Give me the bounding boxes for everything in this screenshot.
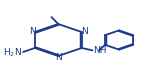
Text: H$_2$N: H$_2$N [3, 46, 22, 59]
Text: N: N [81, 27, 87, 36]
Text: N: N [29, 27, 36, 36]
Text: NH: NH [93, 46, 107, 55]
Text: N: N [55, 53, 62, 62]
